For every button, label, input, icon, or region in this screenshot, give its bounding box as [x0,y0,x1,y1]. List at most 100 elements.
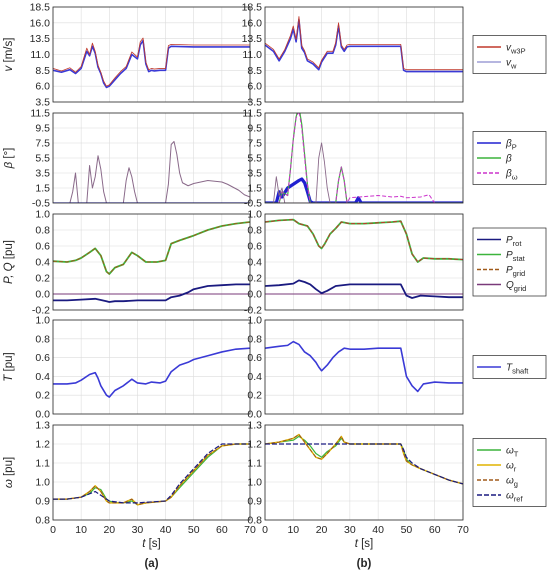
y-tick-label: 8.5 [35,65,50,77]
y-tick-label: 1.5 [247,183,262,195]
y-tick-label: 16.0 [30,17,51,29]
plot-area [53,425,250,520]
panel-omega-a: 0.8 0.9 1.0 1.1 1.2 1.3 0 10 20 30 40 50 60 70 t [s] (a… [35,420,256,571]
plot-area [265,320,463,414]
series-group [53,221,250,303]
y-tick-label: -0.2 [32,305,50,317]
y-tick-label: 11.5 [242,108,262,120]
legend-label-v_w: vw [506,58,517,71]
axes-frame [52,213,251,311]
x-tick-label: 50 [401,524,413,536]
series-group [53,37,250,89]
series-line-β_ω [265,113,463,203]
y-tick-label: 0.4 [35,371,50,383]
series-line-ω_g [53,443,250,506]
series-group [265,433,463,485]
y-tick-label: -0.5 [244,198,262,210]
y-tick-label: 0.8 [35,515,50,527]
x-tick-label: 0 [50,524,56,536]
legend-box [472,355,547,379]
panel-omega-b: 0.8 0.9 1.0 1.1 1.2 1.3 0 10 20 30 40 50 60 70 t [s] (b… [247,420,469,571]
x-tick-label: 20 [316,524,328,536]
series-group [265,16,463,73]
x-axis-label: t [s] [142,538,161,550]
y-tick-label: 1.0 [247,477,262,489]
y-tick-label: 9.5 [247,123,262,135]
y-tick-label: 1.1 [247,458,262,470]
legend-v: vw3P vw [472,35,547,74]
y-tick-label: 6.0 [247,81,262,93]
panel-PQ-a: -0.2 0.0 0.2 0.4 0.6 0.8 1.0 [32,209,251,317]
y-tick-label: 18.5 [242,2,263,14]
panel-T-a: 0.0 0.2 0.4 0.6 0.8 1.0 [35,315,251,421]
legend-label-T_shaft: Tshaft [506,363,529,376]
axes-frame [52,319,251,415]
series-line-v_w [53,39,250,89]
x-tick-label: 0 [262,524,268,536]
series-line-ω_g [265,434,463,485]
y-tick-label: 0.8 [35,333,50,345]
y-tick-label: 7.5 [35,138,50,150]
y-tick-label: 0.4 [247,257,262,269]
y-tick-label: 1.5 [35,183,50,195]
axes-frame [264,112,464,204]
series-group [265,340,463,393]
y-tick-label: 3.5 [247,97,262,109]
series-line-v_w3P [265,16,463,71]
legend-label-β_P: βP [505,139,517,152]
y-tick-label: 3.5 [247,168,262,180]
x-tick-label: 40 [160,524,172,536]
series-line-β_ω_small [265,142,463,203]
y-tick-label: 13.5 [242,33,263,45]
legend-label-ω_g: ωg [506,476,518,489]
y-tick-label: 9.5 [35,123,50,135]
legend-label-v_w3P: vw3P [506,43,526,56]
axes-frame [52,6,251,103]
y-tick-label: 6.0 [35,81,50,93]
y-tick-label: 8.5 [247,65,262,77]
panel-beta-a: -0.5 1.5 3.5 5.5 7.5 9.5 11.5 [30,108,251,210]
y-tick-label: 13.5 [30,33,51,45]
y-axis-label: v [m/s] [3,38,15,72]
panel-beta-b: -0.5 1.5 3.5 5.5 7.5 9.5 11.5 [242,108,464,210]
y-tick-label: 1.0 [35,315,50,327]
y-tick-label: 0.9 [247,496,262,508]
y-tick-label: 0.0 [247,409,262,421]
legend-label-ω_ref: ωref [506,491,523,504]
y-tick-label: 0.8 [247,225,262,237]
axes-frame [52,112,251,204]
y-tick-label: 0.2 [35,273,50,285]
y-tick-label: 18.5 [30,2,51,14]
x-tick-label: 60 [429,524,441,536]
series-line-P_rot [53,283,250,303]
y-tick-label: 5.5 [247,153,262,165]
x-tick-label: 50 [188,524,200,536]
y-tick-label: 0.6 [35,352,50,364]
y-tick-label: 0.8 [247,333,262,345]
y-tick-label: 0.2 [247,273,262,285]
y-tick-label: 0.8 [247,515,262,527]
legend-T: Tshaft [472,355,547,379]
y-tick-label: 0.2 [247,390,262,402]
legend-PQ: Prot Pstat Pgrid Qgrid [472,227,547,297]
y-tick-label: 3.5 [35,168,50,180]
panel-PQ-b: -0.2 0.0 0.2 0.4 0.6 0.8 1.0 [244,209,464,317]
series-line-ω_ref [53,443,250,504]
y-axis-label: β [°] [3,148,15,170]
series-line-β_ω [53,141,250,203]
series-line-P_rot [265,279,463,299]
x-tick-label: 60 [216,524,228,536]
series-line-P_stat [53,221,250,275]
panel-v-a: 3.5 6.0 8.5 11.0 13.5 16.0 18.5 [30,2,251,109]
series-group [265,218,463,299]
y-axis-label: T [pu] [3,352,15,381]
panel-label: (b) [357,558,372,570]
x-tick-label: 30 [344,524,356,536]
y-tick-label: 1.3 [247,420,262,432]
y-tick-label: 1.0 [35,209,50,221]
y-tick-label: -0.2 [244,305,262,317]
legend-box [472,35,547,74]
y-tick-label: 1.0 [247,209,262,221]
series-line-T_shaft [265,340,463,393]
